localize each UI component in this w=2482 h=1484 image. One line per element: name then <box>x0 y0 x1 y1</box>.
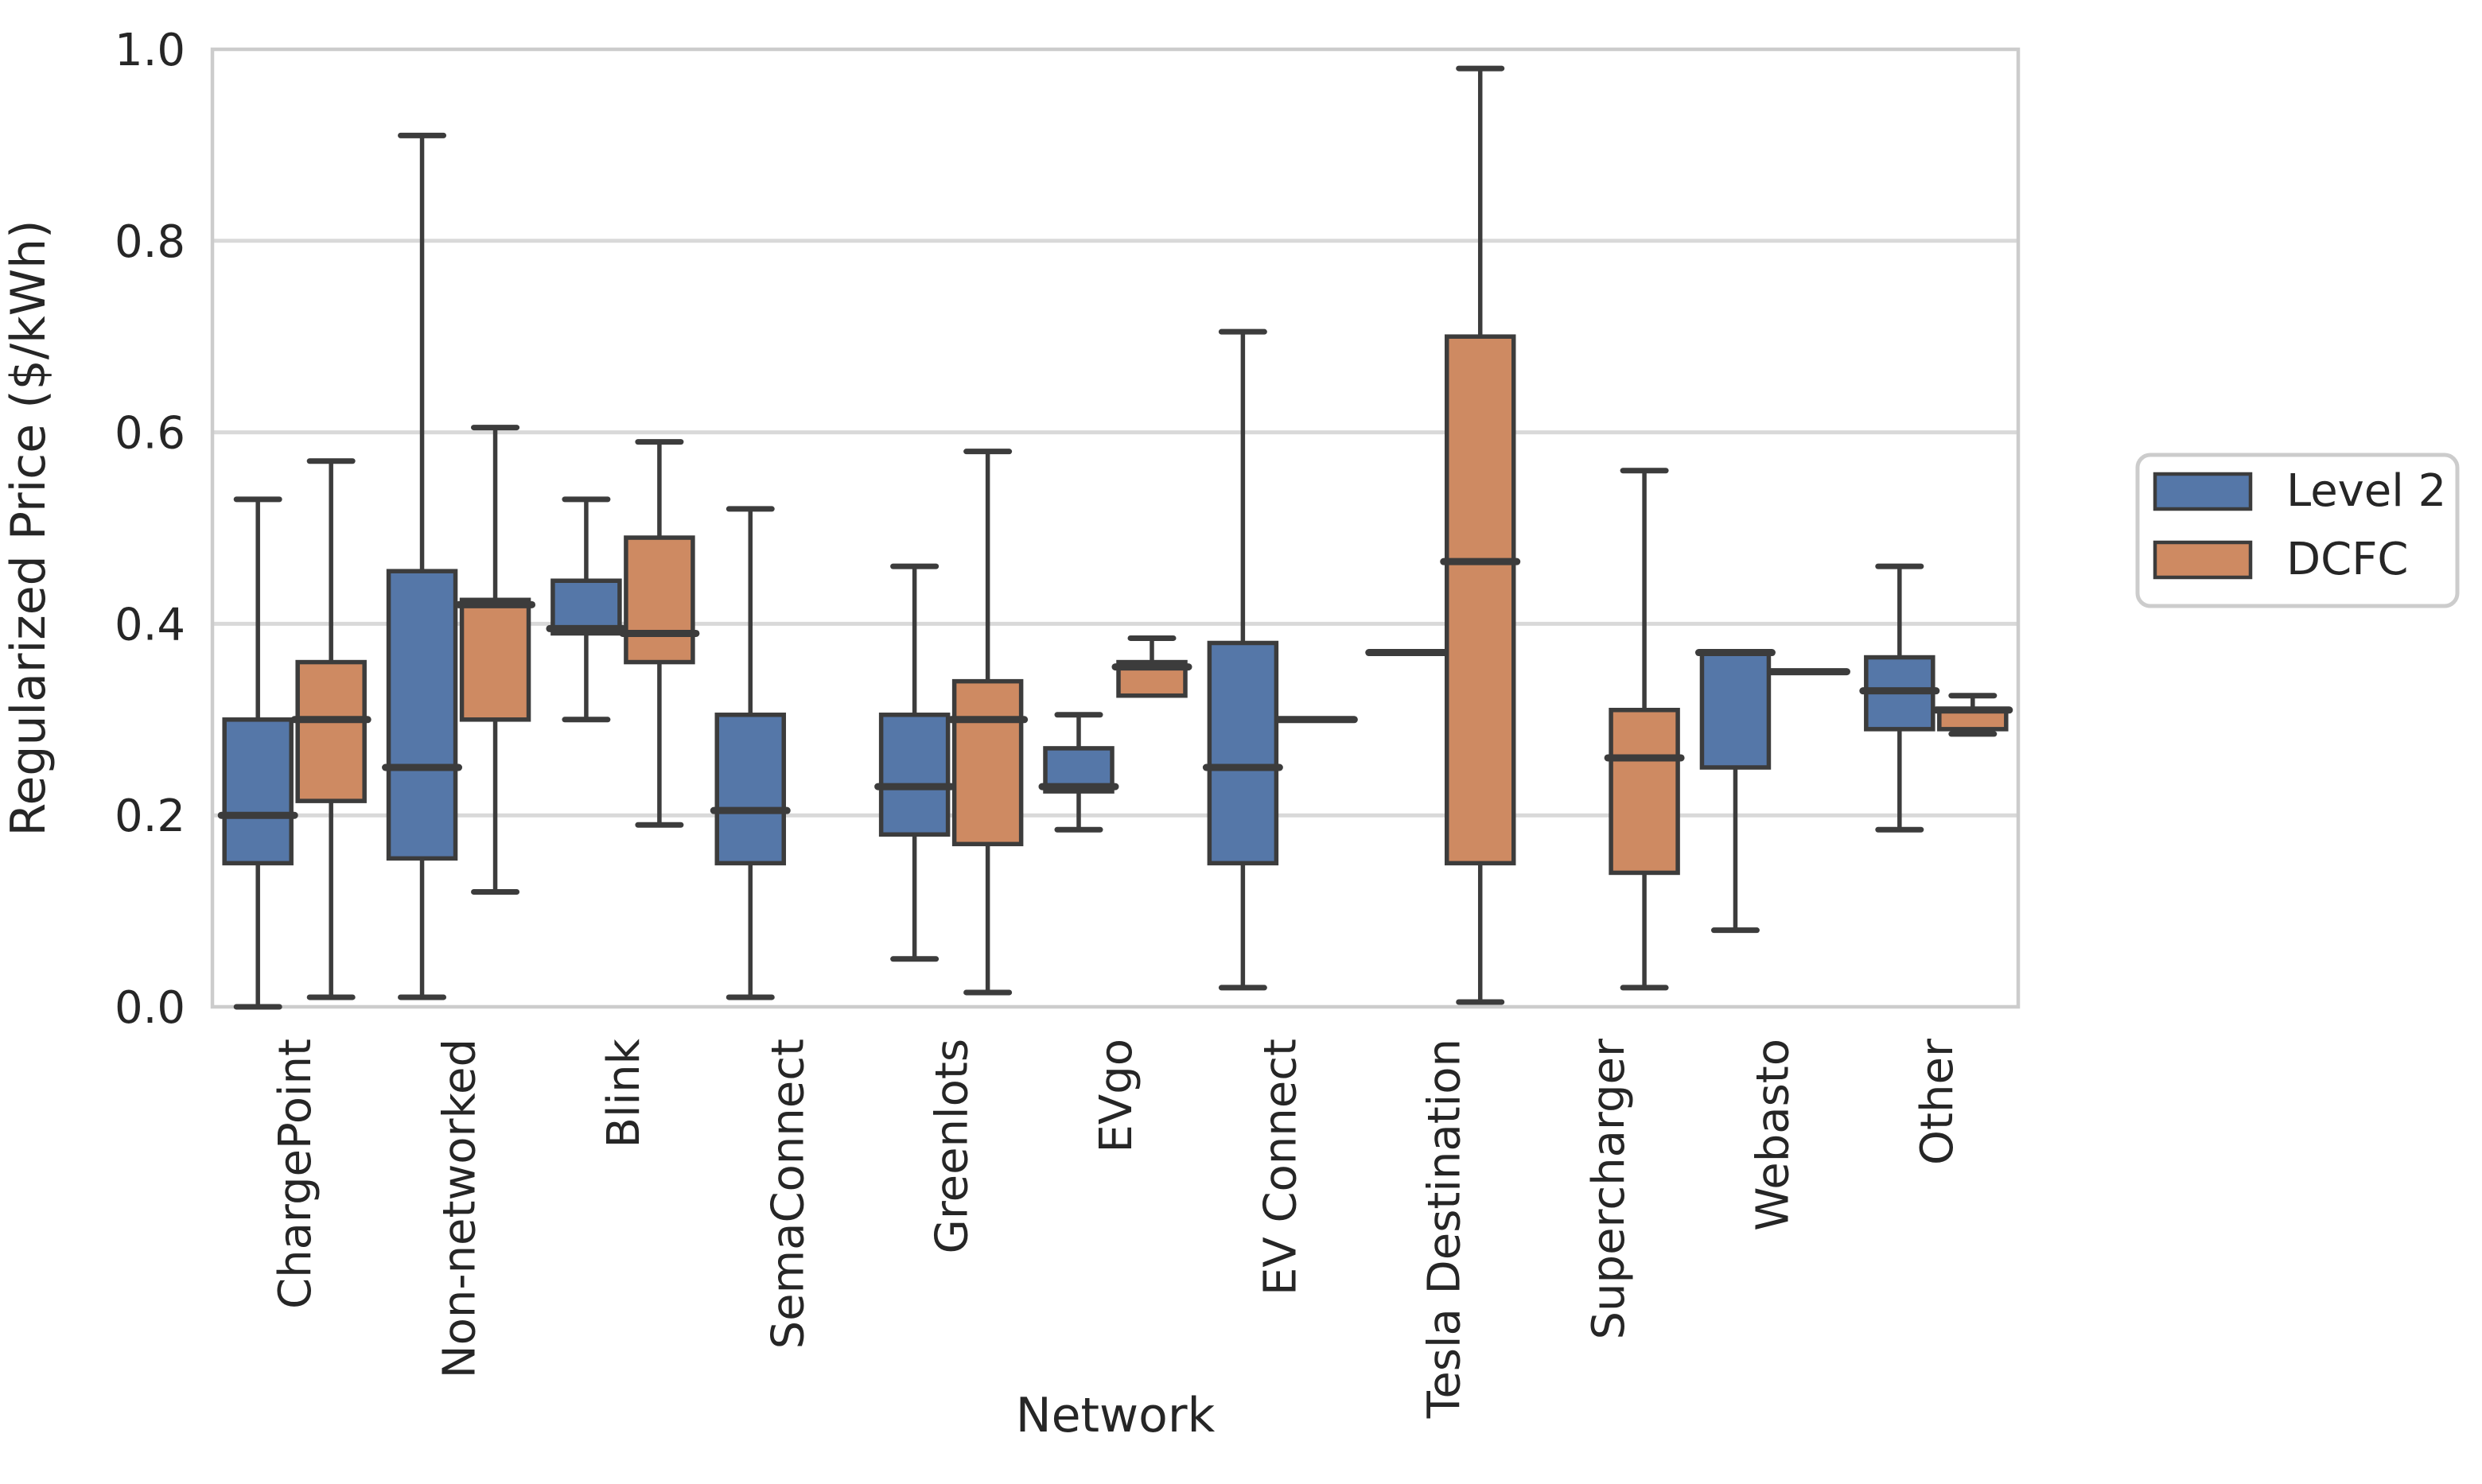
x-tick-label-ev-connect: EV Connect <box>1255 1039 1306 1296</box>
box-level-2-webasto <box>1694 649 1776 934</box>
x-tick-label-evgo: EVgo <box>1091 1039 1142 1153</box>
y-tick-label: 0.6 <box>115 408 185 460</box>
box-dcfc-evgo <box>1111 635 1192 698</box>
x-axis: ChargePoint Non-networked Blink SemaConnect… <box>270 1038 1963 1419</box>
legend-swatch-dcfc <box>2153 540 2253 580</box>
box-level-2-semaconnect <box>710 506 791 1000</box>
iqr-box <box>550 578 622 636</box>
iqr-box <box>1699 650 1772 770</box>
x-axis-title: Network <box>1016 1388 1216 1443</box>
box-dcfc-greenlots <box>947 449 1029 996</box>
box-level-2-other <box>1859 563 1940 833</box>
iqr-box <box>295 659 367 803</box>
iqr-box <box>1207 640 1279 866</box>
legend-swatch-level-2 <box>2153 472 2253 511</box>
iqr-box <box>878 713 951 837</box>
box-dcfc-blink <box>619 439 700 828</box>
box-level-2-non-networked <box>382 132 463 1000</box>
x-tick-label-blink: Blink <box>598 1038 650 1148</box>
plot-border <box>210 47 2021 1009</box>
iqr-box <box>714 713 787 866</box>
series-level-2 <box>217 132 1940 1010</box>
box-level-2-blink <box>546 496 627 723</box>
y-tick-label: 0.8 <box>115 216 185 268</box>
iqr-box <box>951 678 1024 847</box>
series-dcfc <box>290 65 2013 1005</box>
y-tick-label: 1.0 <box>115 25 185 76</box>
y-axis-title: Regularized Price ($/kWh) <box>1 219 56 836</box>
iqr-box <box>624 535 695 665</box>
y-tick-label: 0.4 <box>115 599 185 651</box>
x-tick-label-greenlots: Greenlots <box>927 1039 978 1254</box>
box-dcfc-other <box>1932 693 2013 737</box>
x-tick-label-chargepoint: ChargePoint <box>270 1039 321 1309</box>
box-dcfc-non-networked <box>455 425 536 895</box>
y-axis: 0.0 0.2 0.4 0.6 0.8 1.0 <box>115 25 185 1034</box>
iqr-box <box>459 597 531 722</box>
iqr-box <box>386 569 458 861</box>
box-level-2-evgo <box>1038 712 1119 833</box>
legend: Level 2 DCFC <box>2135 453 2460 608</box>
box-dcfc-chargepoint <box>290 458 372 1000</box>
x-tick-label-webasto: Webasto <box>1747 1039 1799 1231</box>
x-tick-label-other: Other <box>1912 1038 1963 1165</box>
box-dcfc-supercharger <box>1604 468 1685 991</box>
iqr-box <box>1444 334 1516 866</box>
box-level-2-ev-connect <box>1202 328 1283 991</box>
x-tick-label-supercharger: Supercharger <box>1583 1038 1635 1339</box>
y-tick-label: 0.0 <box>115 982 185 1034</box>
x-tick-label-semaconnect: SemaConnect <box>762 1039 814 1349</box>
x-tick-label-non-networked: Non-networked <box>434 1039 486 1378</box>
box-dcfc-tesla-destination <box>1440 65 1521 1005</box>
box-level-2-greenlots <box>874 563 955 962</box>
box-level-2-chargepoint <box>217 496 298 1010</box>
iqr-box <box>222 717 294 866</box>
y-tick-label: 0.2 <box>115 791 185 842</box>
legend-label-dcfc: DCFC <box>2286 534 2409 585</box>
iqr-box <box>1609 708 1680 876</box>
x-tick-label-tesla-destination: Tesla Destination <box>1419 1039 1471 1419</box>
legend-label-level-2: Level 2 <box>2286 465 2446 517</box>
